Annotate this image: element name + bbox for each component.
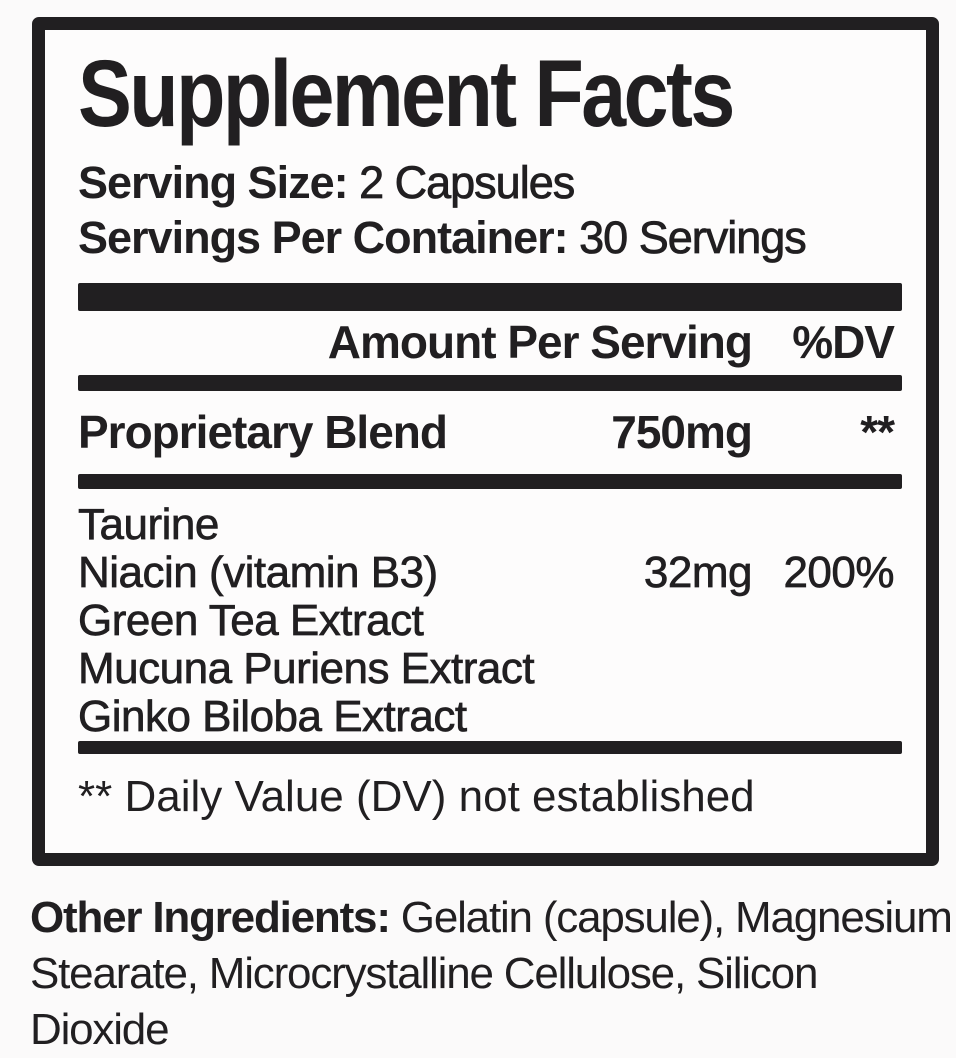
other-ingredients-value: Gelatin (capsule), Magnesium Stearate, M… (30, 893, 953, 1054)
servings-per-container-label: Servings Per Container: (78, 212, 569, 264)
ingredient-row: Taurine (78, 500, 902, 550)
proprietary-blend-row: Proprietary Blend 750mg ** (78, 391, 902, 465)
blend-dv: ** (860, 406, 895, 459)
percent-dv-header: %DV (792, 316, 895, 369)
other-ingredients-label: Other Ingredients: (30, 893, 391, 942)
ingredient-name: Mucuna Puriens Extract (78, 644, 535, 694)
supplement-facts-panel: Supplement Facts Serving Size: 2 Capsule… (32, 17, 939, 866)
amount-per-serving-header: Amount Per Serving (327, 316, 753, 369)
panel-title-text: Supplement Facts (78, 41, 735, 147)
other-ingredients-text: Other Ingredients: Gelatin (capsule), Ma… (30, 890, 956, 1058)
ingredient-name: Ginko Biloba Extract (78, 692, 468, 742)
blend-name: Proprietary Blend (78, 406, 448, 459)
panel-title: Supplement Facts (78, 41, 902, 147)
serving-info: Serving Size: 2 Capsules Servings Per Co… (78, 155, 902, 265)
serving-size-value: 2 Capsules (347, 157, 576, 209)
divider-bar-medium-top (78, 375, 902, 392)
ingredient-name: Taurine (78, 500, 220, 550)
ingredient-list: Taurine Niacin (vitamin B3) 32mg 200% Gr… (78, 489, 902, 741)
ingredient-row: Green Tea Extract (78, 596, 902, 646)
servings-per-container-line: Servings Per Container: 30 Servings (78, 210, 902, 265)
daily-value-footnote: ** Daily Value (DV) not established (78, 772, 755, 822)
ingredient-amount: 32mg (643, 548, 753, 598)
divider-bar-medium-bottom (78, 474, 902, 490)
column-header-row: Amount Per Serving %DV (78, 316, 902, 368)
serving-size-line: Serving Size: 2 Capsules (78, 155, 902, 210)
divider-bar-thin (78, 741, 902, 755)
ingredient-name: Niacin (vitamin B3) (78, 548, 439, 598)
serving-size-label: Serving Size: (78, 157, 349, 209)
ingredient-row: Niacin (vitamin B3) 32mg 200% (78, 548, 902, 598)
servings-per-container-value: 30 Servings (567, 212, 807, 264)
ingredient-row: Ginko Biloba Extract (78, 692, 902, 742)
ingredient-row: Mucuna Puriens Extract (78, 644, 902, 694)
divider-bar-thick (78, 283, 902, 312)
blend-amount: 750mg (611, 406, 753, 459)
ingredient-name: Green Tea Extract (78, 596, 425, 646)
ingredient-dv: 200% (783, 548, 895, 598)
